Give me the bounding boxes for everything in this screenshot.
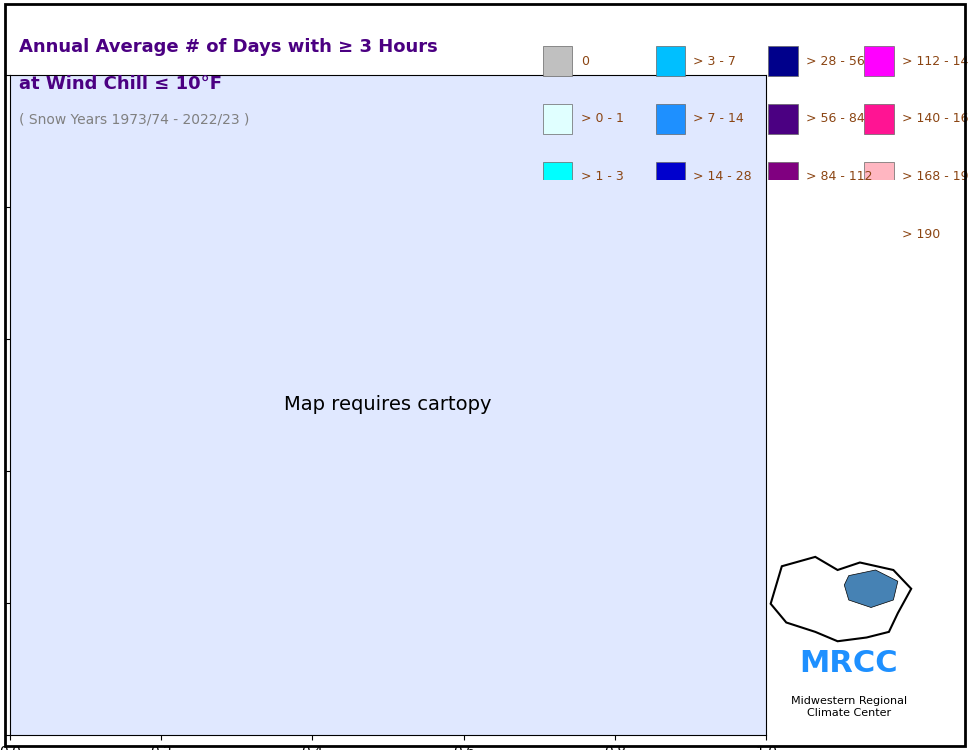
FancyBboxPatch shape — [767, 162, 797, 191]
FancyBboxPatch shape — [863, 220, 892, 249]
Polygon shape — [769, 556, 910, 641]
Text: > 0 - 1: > 0 - 1 — [580, 112, 623, 125]
Text: 0: 0 — [580, 55, 588, 68]
FancyBboxPatch shape — [543, 46, 572, 76]
FancyBboxPatch shape — [863, 104, 892, 134]
FancyBboxPatch shape — [655, 104, 684, 134]
Text: > 190: > 190 — [901, 228, 939, 241]
Text: > 7 - 14: > 7 - 14 — [693, 112, 743, 125]
Text: > 84 - 112: > 84 - 112 — [805, 170, 871, 183]
Text: > 28 - 56: > 28 - 56 — [805, 55, 863, 68]
Polygon shape — [843, 570, 897, 608]
Text: > 140 - 168: > 140 - 168 — [901, 112, 969, 125]
Text: > 112 - 140: > 112 - 140 — [901, 55, 969, 68]
FancyBboxPatch shape — [767, 46, 797, 76]
FancyBboxPatch shape — [655, 162, 684, 191]
Text: ( Snow Years 1973/74 - 2022/23 ): ( Snow Years 1973/74 - 2022/23 ) — [19, 112, 250, 127]
Text: MRCC: MRCC — [798, 650, 897, 678]
Text: > 56 - 84: > 56 - 84 — [805, 112, 863, 125]
Text: Midwestern Regional
Climate Center: Midwestern Regional Climate Center — [790, 696, 906, 718]
FancyBboxPatch shape — [863, 46, 892, 76]
FancyBboxPatch shape — [767, 104, 797, 134]
Text: > 14 - 28: > 14 - 28 — [693, 170, 751, 183]
FancyBboxPatch shape — [543, 162, 572, 191]
FancyBboxPatch shape — [655, 46, 684, 76]
FancyBboxPatch shape — [543, 104, 572, 134]
Text: > 1 - 3: > 1 - 3 — [580, 170, 623, 183]
FancyBboxPatch shape — [863, 162, 892, 191]
Text: Annual Average # of Days with ≥ 3 Hours: Annual Average # of Days with ≥ 3 Hours — [19, 38, 438, 56]
Text: Map requires cartopy: Map requires cartopy — [284, 395, 491, 415]
Text: > 168 - 190: > 168 - 190 — [901, 170, 969, 183]
Text: at Wind Chill ≤ 10°F: at Wind Chill ≤ 10°F — [19, 75, 222, 93]
Text: > 3 - 7: > 3 - 7 — [693, 55, 735, 68]
